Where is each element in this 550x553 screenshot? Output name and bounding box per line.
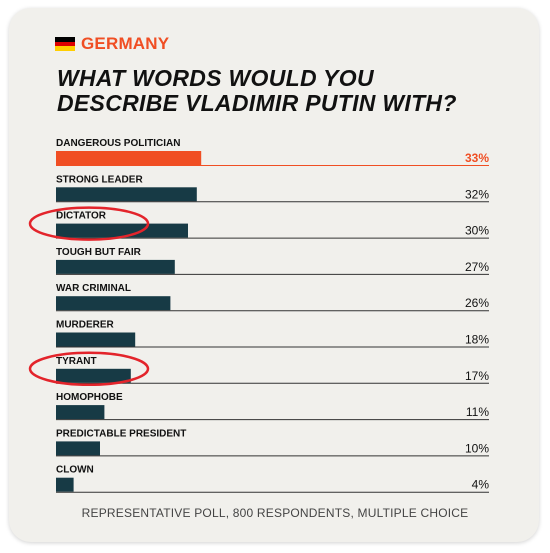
category-label: TOUGH BUT FAIR	[56, 247, 142, 258]
bar	[56, 223, 188, 238]
category-label: DANGEROUS POLITICIAN	[56, 138, 180, 149]
value-label: 30%	[465, 224, 489, 238]
value-label: 11%	[466, 405, 489, 419]
bar-row-war-criminal: WAR CRIMINAL 26%	[56, 283, 489, 312]
category-label: DICTATOR	[56, 211, 107, 222]
bar	[56, 187, 197, 202]
bar-row-predictable-president: PREDICTABLE PRESIDENT 10%	[56, 428, 489, 457]
category-label: TYRANT	[56, 356, 97, 367]
chart-title-line-1: WHAT WORDS WOULD YOU	[57, 65, 374, 91]
value-label: 10%	[465, 441, 489, 455]
category-label: PREDICTABLE PRESIDENT	[56, 428, 186, 439]
category-label: WAR CRIMINAL	[56, 283, 131, 294]
value-label: 18%	[465, 333, 489, 347]
bar	[56, 332, 136, 347]
value-label: 4%	[472, 478, 490, 492]
value-label: 33%	[465, 151, 489, 165]
value-label: 32%	[465, 187, 489, 201]
bar-row-tough-but-fair: TOUGH BUT FAIR 27%	[56, 247, 489, 275]
bar-row-murderer: MURDERER 18%	[56, 320, 489, 348]
value-label: 26%	[465, 296, 489, 310]
bar-row-homophobe: HOMOPHOBE 11%	[56, 392, 489, 421]
bar	[56, 296, 171, 311]
bar	[56, 151, 202, 165]
bar-row-dangerous-politician: DANGEROUS POLITICIAN 33%	[56, 138, 489, 166]
bar	[56, 477, 74, 492]
bar-row-strong-leader: STRONG LEADER 32%	[56, 174, 489, 203]
chart-footnote: REPRESENTATIVE POLL, 800 RESPONDENTS, MU…	[81, 506, 469, 520]
bar-row-tyrant: TYRANT 17%	[28, 351, 489, 387]
category-label: HOMOPHOBE	[56, 392, 123, 403]
bar	[56, 405, 105, 420]
category-label: CLOWN	[56, 465, 94, 476]
bar	[56, 441, 100, 456]
highlight-circle-dictator	[28, 206, 150, 241]
germany-flag-icon	[55, 37, 75, 52]
value-label: 27%	[465, 260, 489, 274]
country-label: GERMANY	[81, 34, 170, 53]
value-label: 17%	[465, 369, 489, 383]
country-header: GERMANY	[55, 34, 169, 54]
bar	[56, 259, 175, 274]
chart-title-line-2: DESCRIBE VLADIMIR PUTIN WITH?	[57, 90, 457, 116]
chart-title: WHAT WORDS WOULD YOU DESCRIBE VLADIMIR P…	[57, 66, 497, 116]
bar	[56, 368, 131, 383]
bar-row-dictator: DICTATOR 30%	[28, 206, 489, 241]
category-label: STRONG LEADER	[56, 174, 143, 185]
category-label: MURDERER	[56, 320, 115, 331]
highlight-circle-tyrant	[28, 351, 150, 387]
bar-row-clown: CLOWN 4%	[56, 465, 489, 493]
